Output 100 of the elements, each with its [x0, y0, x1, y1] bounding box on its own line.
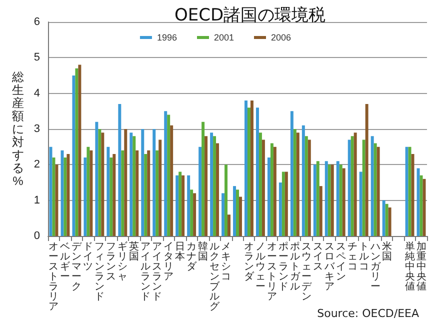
x-tick-label: 英国: [129, 240, 140, 262]
bar: [302, 125, 305, 236]
x-tick-label: 米国: [382, 240, 392, 262]
bar: [222, 193, 225, 236]
bar: [250, 100, 254, 236]
bar: [339, 164, 342, 236]
bar: [101, 132, 104, 236]
x-tick-label: ポルトガル: [290, 242, 301, 292]
bar: [170, 125, 174, 236]
x-tick-label: 日本: [175, 242, 186, 262]
x-tick-label: 韓国: [198, 240, 208, 262]
bar: [313, 164, 316, 236]
bar: [416, 168, 420, 236]
bar: [328, 164, 331, 236]
y-tick-label: 0: [34, 230, 40, 242]
bar: [262, 140, 265, 236]
bar: [98, 129, 102, 236]
x-tick-label: スペイン: [336, 242, 346, 282]
bar: [388, 207, 392, 236]
bar: [278, 182, 282, 236]
bar: [52, 158, 56, 236]
bar: [405, 146, 408, 236]
bar: [330, 164, 334, 236]
bar: [66, 154, 70, 236]
bar: [290, 111, 294, 236]
bar: [55, 164, 58, 236]
bar: [156, 150, 159, 236]
bar: [258, 132, 262, 236]
bar: [256, 108, 259, 236]
source-note: Source: OECD/EEA: [317, 307, 420, 320]
bar: [282, 172, 285, 236]
bar: [136, 150, 139, 236]
bar: [86, 146, 90, 236]
bar: [147, 150, 150, 236]
x-tick-label: ノルウェー: [255, 242, 266, 292]
bar: [106, 146, 110, 236]
x-tick-label: カナダ: [186, 242, 198, 272]
x-tick-label: スイス: [312, 242, 323, 272]
bar: [420, 175, 423, 236]
bar: [193, 193, 196, 236]
y-tick-label: 4: [34, 87, 40, 100]
x-tick-label: トルコ: [358, 242, 369, 272]
bar: [296, 132, 300, 236]
x-tick-label: アイスランド: [152, 242, 162, 302]
x-tick-label: チェコ: [347, 242, 358, 272]
bar: [164, 111, 168, 236]
bar: [84, 158, 87, 236]
bar: [316, 161, 320, 236]
bar: [319, 186, 322, 236]
bar: [293, 129, 296, 236]
bar: [213, 136, 216, 236]
bar: [370, 136, 374, 236]
bar: [121, 150, 124, 236]
x-tick-label: イタリア: [164, 242, 174, 282]
bar: [362, 140, 366, 236]
bar: [374, 143, 377, 236]
bar: [202, 122, 205, 236]
x-tick-label: フィンランド: [94, 242, 105, 302]
bar: [90, 150, 93, 236]
bar: [141, 129, 144, 236]
bar: [238, 196, 242, 236]
bar: [342, 168, 346, 236]
x-tick-label: オランダ: [244, 242, 255, 282]
x-tick-label: スウェーデン: [301, 242, 312, 302]
bar: [110, 158, 113, 236]
x-tick-label: フランス: [106, 242, 116, 282]
y-tick-label: 6: [34, 16, 40, 28]
bar: [411, 154, 414, 236]
bar: [158, 140, 162, 236]
chart-title: OECD諸国の環境税: [174, 6, 326, 26]
bar: [124, 129, 128, 236]
bar: [336, 161, 340, 236]
bar: [308, 140, 311, 236]
bar: [216, 143, 220, 236]
bar: [224, 164, 228, 236]
x-tick-label: ドイツ: [83, 242, 94, 272]
bar: [198, 146, 202, 236]
bar: [182, 175, 185, 236]
bar: [348, 140, 351, 236]
bar: [78, 64, 82, 236]
bar: [152, 129, 156, 236]
bar: [247, 108, 250, 236]
bar: [376, 146, 380, 236]
bar: [273, 146, 276, 236]
x-tick-label: ベルギー: [60, 242, 70, 282]
bar: [64, 158, 67, 236]
bar: [72, 76, 76, 236]
x-tick-label: ハンガリー: [369, 242, 382, 292]
bar: [210, 132, 214, 236]
bar: [408, 146, 412, 236]
legend-label: 2001: [214, 32, 234, 42]
bar: [167, 114, 170, 236]
bar: [132, 136, 136, 236]
bar: [178, 172, 182, 236]
x-tick-label: ギリシャ: [118, 240, 128, 282]
legend-label: 1996: [156, 32, 177, 42]
x-tick-label: ルクセンブルグ: [210, 242, 221, 312]
bar: [233, 186, 236, 236]
bar: [324, 161, 328, 236]
bar: [112, 154, 116, 236]
